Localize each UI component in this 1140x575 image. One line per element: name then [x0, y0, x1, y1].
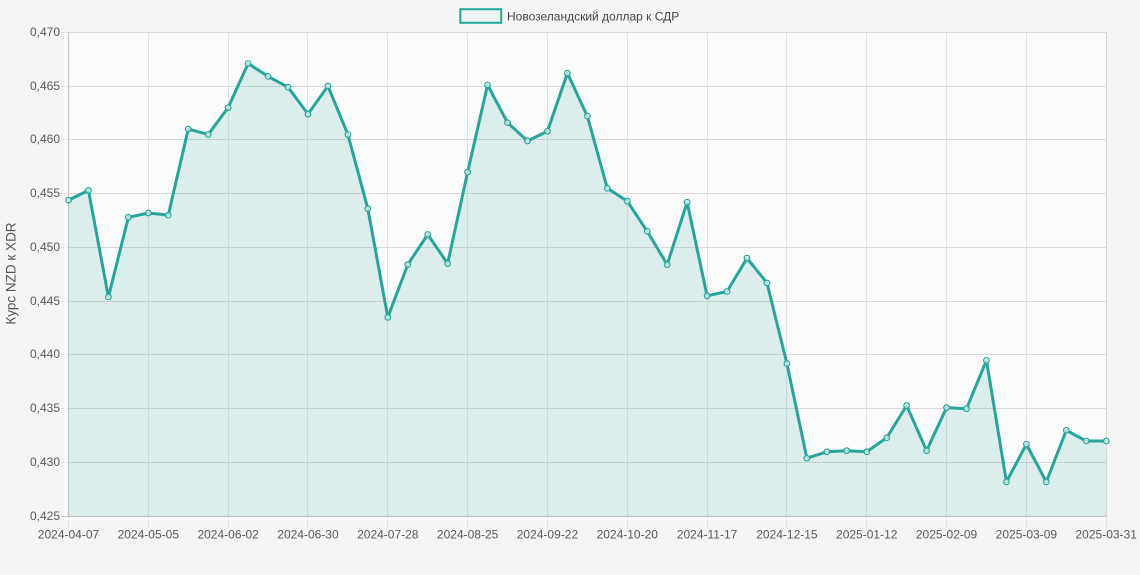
svg-text:2024-06-30: 2024-06-30	[277, 528, 339, 542]
svg-text:0,450: 0,450	[30, 240, 60, 254]
svg-text:0,425: 0,425	[30, 509, 60, 523]
svg-text:2024-07-28: 2024-07-28	[357, 528, 419, 542]
svg-text:2024-12-15: 2024-12-15	[756, 528, 818, 542]
svg-text:2024-10-20: 2024-10-20	[597, 528, 659, 542]
svg-text:0,445: 0,445	[30, 294, 60, 308]
svg-text:2024-06-02: 2024-06-02	[197, 528, 259, 542]
svg-text:2025-03-09: 2025-03-09	[996, 528, 1058, 542]
svg-text:2024-04-07: 2024-04-07	[38, 528, 100, 542]
svg-text:2025-03-31: 2025-03-31	[1076, 528, 1138, 542]
svg-text:0,470: 0,470	[30, 25, 60, 39]
svg-text:Новозеландский доллар к СДР: Новозеландский доллар к СДР	[507, 9, 679, 23]
svg-text:2024-05-05: 2024-05-05	[118, 528, 180, 542]
svg-text:2024-11-17: 2024-11-17	[677, 528, 738, 542]
svg-text:2025-01-12: 2025-01-12	[836, 528, 898, 542]
svg-text:0,440: 0,440	[30, 347, 60, 361]
svg-text:0,455: 0,455	[30, 186, 60, 200]
svg-text:0,465: 0,465	[30, 79, 60, 93]
svg-text:0,430: 0,430	[30, 455, 60, 469]
svg-text:0,435: 0,435	[30, 401, 60, 415]
svg-text:Курс NZD к XDR: Курс NZD к XDR	[3, 222, 18, 324]
svg-text:2024-08-25: 2024-08-25	[437, 528, 499, 542]
svg-text:2024-09-22: 2024-09-22	[517, 528, 579, 542]
svg-text:2025-02-09: 2025-02-09	[916, 528, 978, 542]
svg-text:0,460: 0,460	[30, 132, 60, 146]
